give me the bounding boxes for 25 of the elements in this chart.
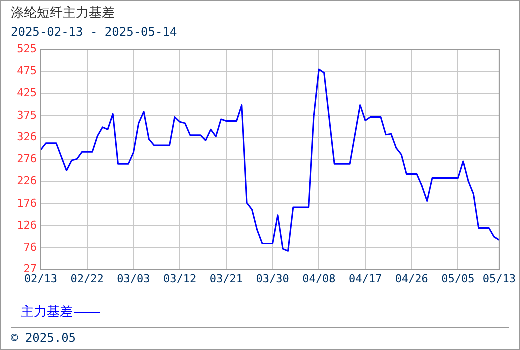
y-tick-label: 326 — [17, 130, 37, 144]
y-tick-label: 176 — [17, 196, 37, 210]
chart-title: 涤纶短纤主力基差 — [11, 5, 115, 22]
x-tick-label: 03/12 — [164, 272, 197, 286]
x-tick-label: 02/13 — [24, 272, 58, 286]
y-tick-label: 375 — [17, 108, 37, 122]
y-tick-label: 475 — [17, 64, 37, 78]
x-tick-label: 05/05 — [442, 272, 475, 286]
y-tick-label: 126 — [17, 218, 37, 232]
y-tick-label: 276 — [17, 152, 37, 166]
x-tick-label: 04/17 — [348, 272, 382, 286]
y-tick-label: 76 — [24, 240, 37, 254]
chart-subtitle: 2025-02-13 - 2025-05-14 — [11, 25, 178, 39]
x-tick-label: 03/21 — [210, 272, 243, 286]
y-tick-label: 525 — [17, 42, 37, 56]
x-tick-label: 03/30 — [256, 272, 290, 286]
x-tick-label: 04/08 — [302, 272, 336, 286]
text: © 2025.05 — [11, 331, 76, 345]
y-tick-label: 226 — [17, 174, 37, 188]
legend-label: 主力基差 — [21, 304, 73, 321]
x-tick-label: 04/26 — [395, 272, 428, 286]
x-tick-label: 02/22 — [70, 272, 104, 286]
x-tick-label: 03/03 — [117, 272, 150, 286]
x-tick-label: 05/13 — [482, 272, 516, 286]
y-tick-label: 425 — [17, 86, 37, 100]
